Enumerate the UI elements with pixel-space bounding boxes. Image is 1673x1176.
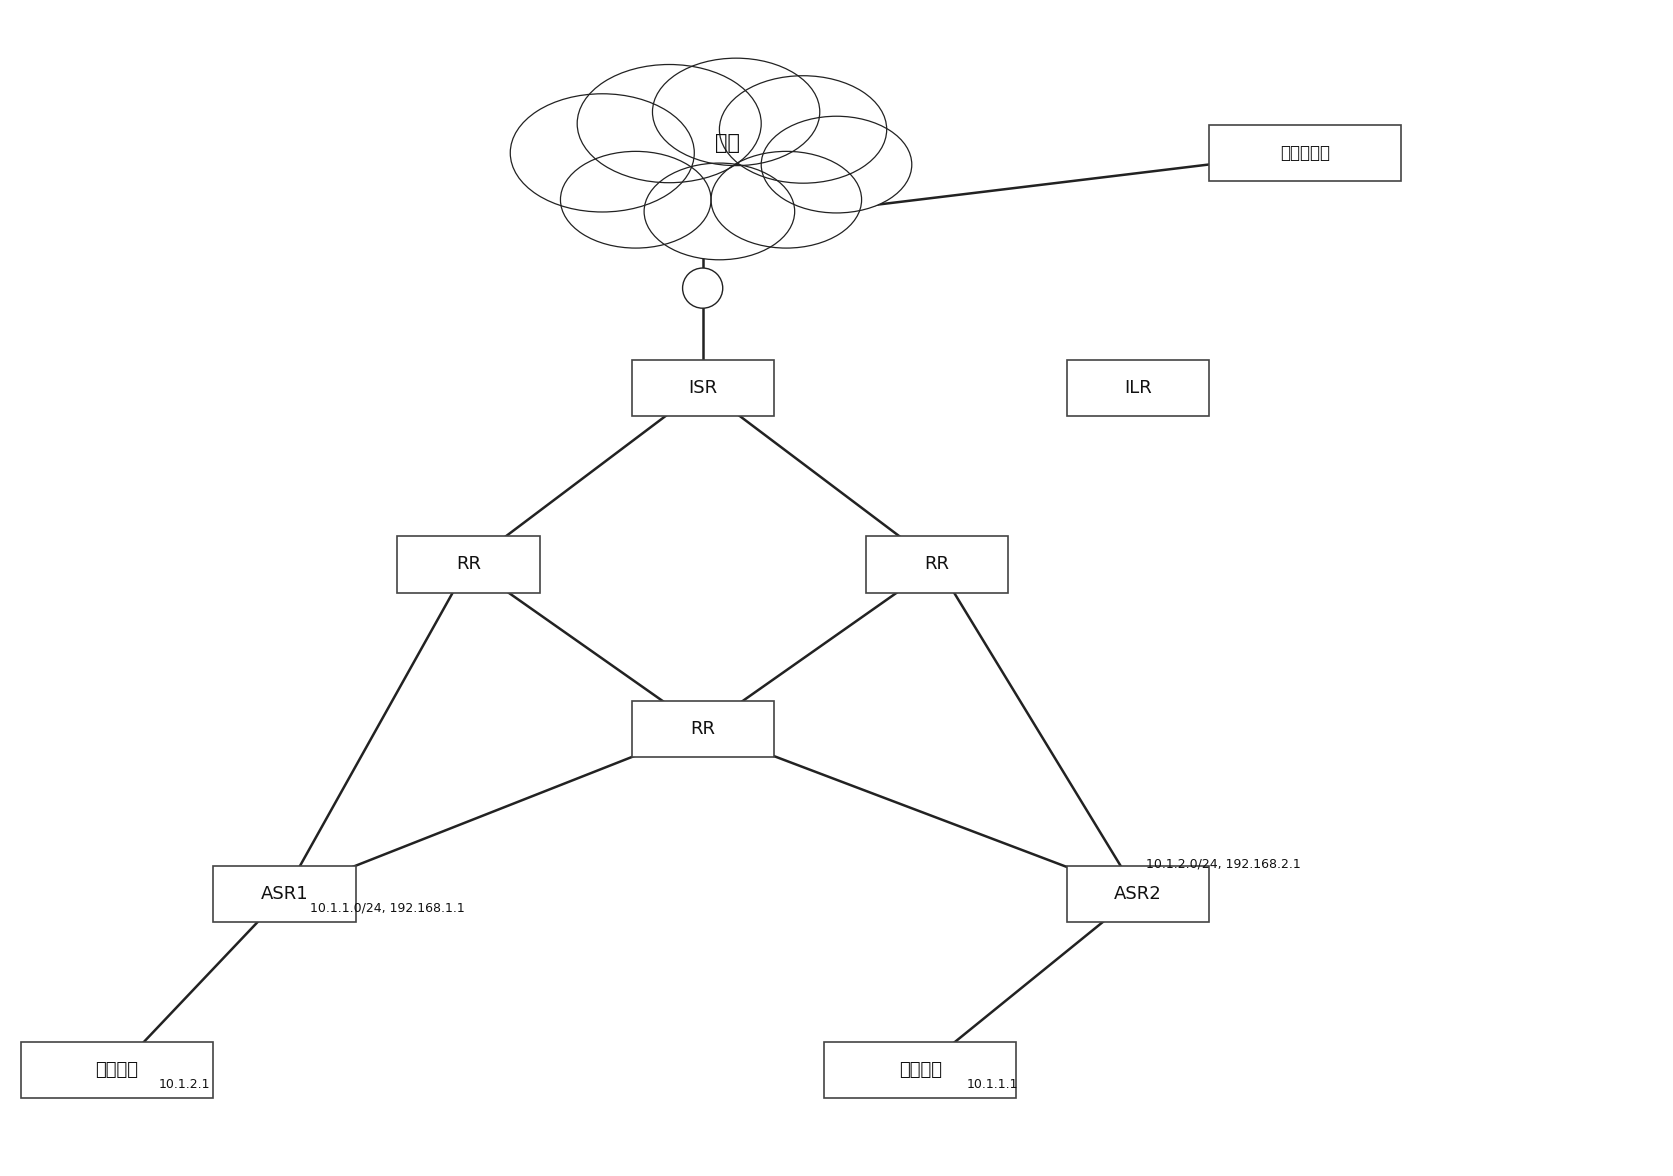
Text: 移动终端: 移动终端	[95, 1061, 139, 1080]
Text: 10.1.1.1: 10.1.1.1	[967, 1077, 1019, 1091]
FancyBboxPatch shape	[867, 536, 1007, 593]
Ellipse shape	[652, 58, 820, 166]
FancyBboxPatch shape	[214, 866, 356, 922]
Text: 10.1.2.1: 10.1.2.1	[159, 1077, 211, 1091]
Text: RR: RR	[691, 720, 714, 739]
Text: 移动终端: 移动终端	[898, 1061, 942, 1080]
Text: ILR: ILR	[1124, 379, 1151, 397]
Ellipse shape	[761, 116, 912, 213]
Text: ASR2: ASR2	[1114, 884, 1161, 903]
FancyBboxPatch shape	[22, 1042, 214, 1098]
Text: ASR1: ASR1	[261, 884, 308, 903]
Ellipse shape	[560, 152, 711, 248]
Ellipse shape	[683, 268, 723, 308]
FancyBboxPatch shape	[1208, 125, 1400, 181]
Ellipse shape	[577, 65, 761, 182]
FancyBboxPatch shape	[823, 1042, 1017, 1098]
FancyBboxPatch shape	[631, 360, 773, 416]
Text: RR: RR	[457, 555, 480, 574]
Text: 10.1.2.0/24, 192.168.2.1: 10.1.2.0/24, 192.168.2.1	[1146, 857, 1300, 871]
FancyBboxPatch shape	[398, 536, 539, 593]
FancyBboxPatch shape	[1067, 360, 1208, 416]
Text: RR: RR	[925, 555, 949, 574]
Text: 应用服务器: 应用服务器	[1280, 143, 1330, 162]
Ellipse shape	[644, 163, 795, 260]
Ellipse shape	[510, 94, 694, 212]
Text: 公网: 公网	[716, 133, 739, 154]
FancyBboxPatch shape	[1067, 866, 1208, 922]
Ellipse shape	[719, 75, 887, 183]
Text: ISR: ISR	[688, 379, 718, 397]
FancyBboxPatch shape	[631, 701, 773, 757]
Ellipse shape	[711, 152, 862, 248]
Text: 10.1.1.0/24, 192.168.1.1: 10.1.1.0/24, 192.168.1.1	[310, 901, 463, 915]
